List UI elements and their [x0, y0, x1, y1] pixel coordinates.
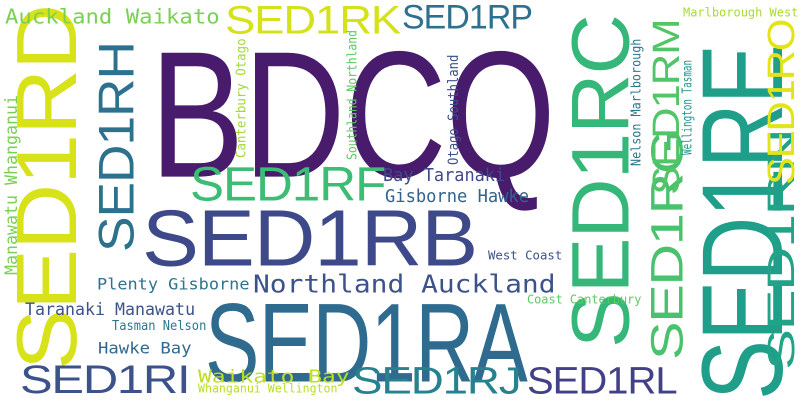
word-sed1rm: SED1RM [646, 19, 688, 196]
word-taranaki-manawatu: Taranaki Manawatu [25, 300, 196, 321]
word-tasman-nelson: Tasman Nelson [112, 319, 207, 334]
word-whanganui-wellington: Whanganui Wellington [198, 382, 338, 396]
word-otago-southland: Otago Southland [446, 54, 462, 165]
word-sed1rk: SED1RK [225, 0, 401, 42]
word-nelson-marlborough: Nelson Marlborough [630, 38, 645, 166]
word-sed1ri: SED1RI [20, 358, 191, 400]
word-hawke-bay: Hawke Bay [98, 339, 192, 359]
word-sed1ra: SED1RA [205, 280, 528, 400]
word-west-coast: West Coast [488, 249, 563, 263]
word-auckland-waikato: Auckland Waikato [5, 5, 220, 30]
word-sed1rh: SED1RH [89, 42, 145, 253]
word-manawatu-whanganui: Manawatu Whanganui [1, 94, 22, 275]
word-bdcq: BDCQ [150, 14, 556, 216]
word-sed1rb: SED1RB [142, 192, 478, 284]
word-canterbury-otago: Canterbury Otago [235, 38, 250, 158]
word-sed1ro: SED1RO [761, 19, 800, 185]
word-waikato-bay: Waikato Bay [198, 365, 350, 388]
word-sed1rl: SED1RL [527, 360, 678, 400]
word-plenty-gisborne: Plenty Gisborne [97, 275, 250, 295]
word-gisborne-hawke: Gisborne Hawke [385, 186, 530, 208]
word-sed1rp: SED1RP [402, 0, 533, 36]
word-bay-taranaki: Bay Taranaki [383, 165, 506, 187]
word-coast-canterbury: Coast Canterbury [527, 293, 642, 307]
word-sed1rj: SED1RJ [352, 360, 522, 400]
word-marlborough-west: Marlborough West [683, 6, 799, 20]
word-sed1rf: SED1RF [190, 157, 386, 211]
word-northland-auckland: Northland Auckland [253, 270, 556, 300]
word-wellington-tasman: Wellington Tasman [681, 59, 696, 155]
word-southland-northland: Southland Northland [346, 30, 361, 160]
